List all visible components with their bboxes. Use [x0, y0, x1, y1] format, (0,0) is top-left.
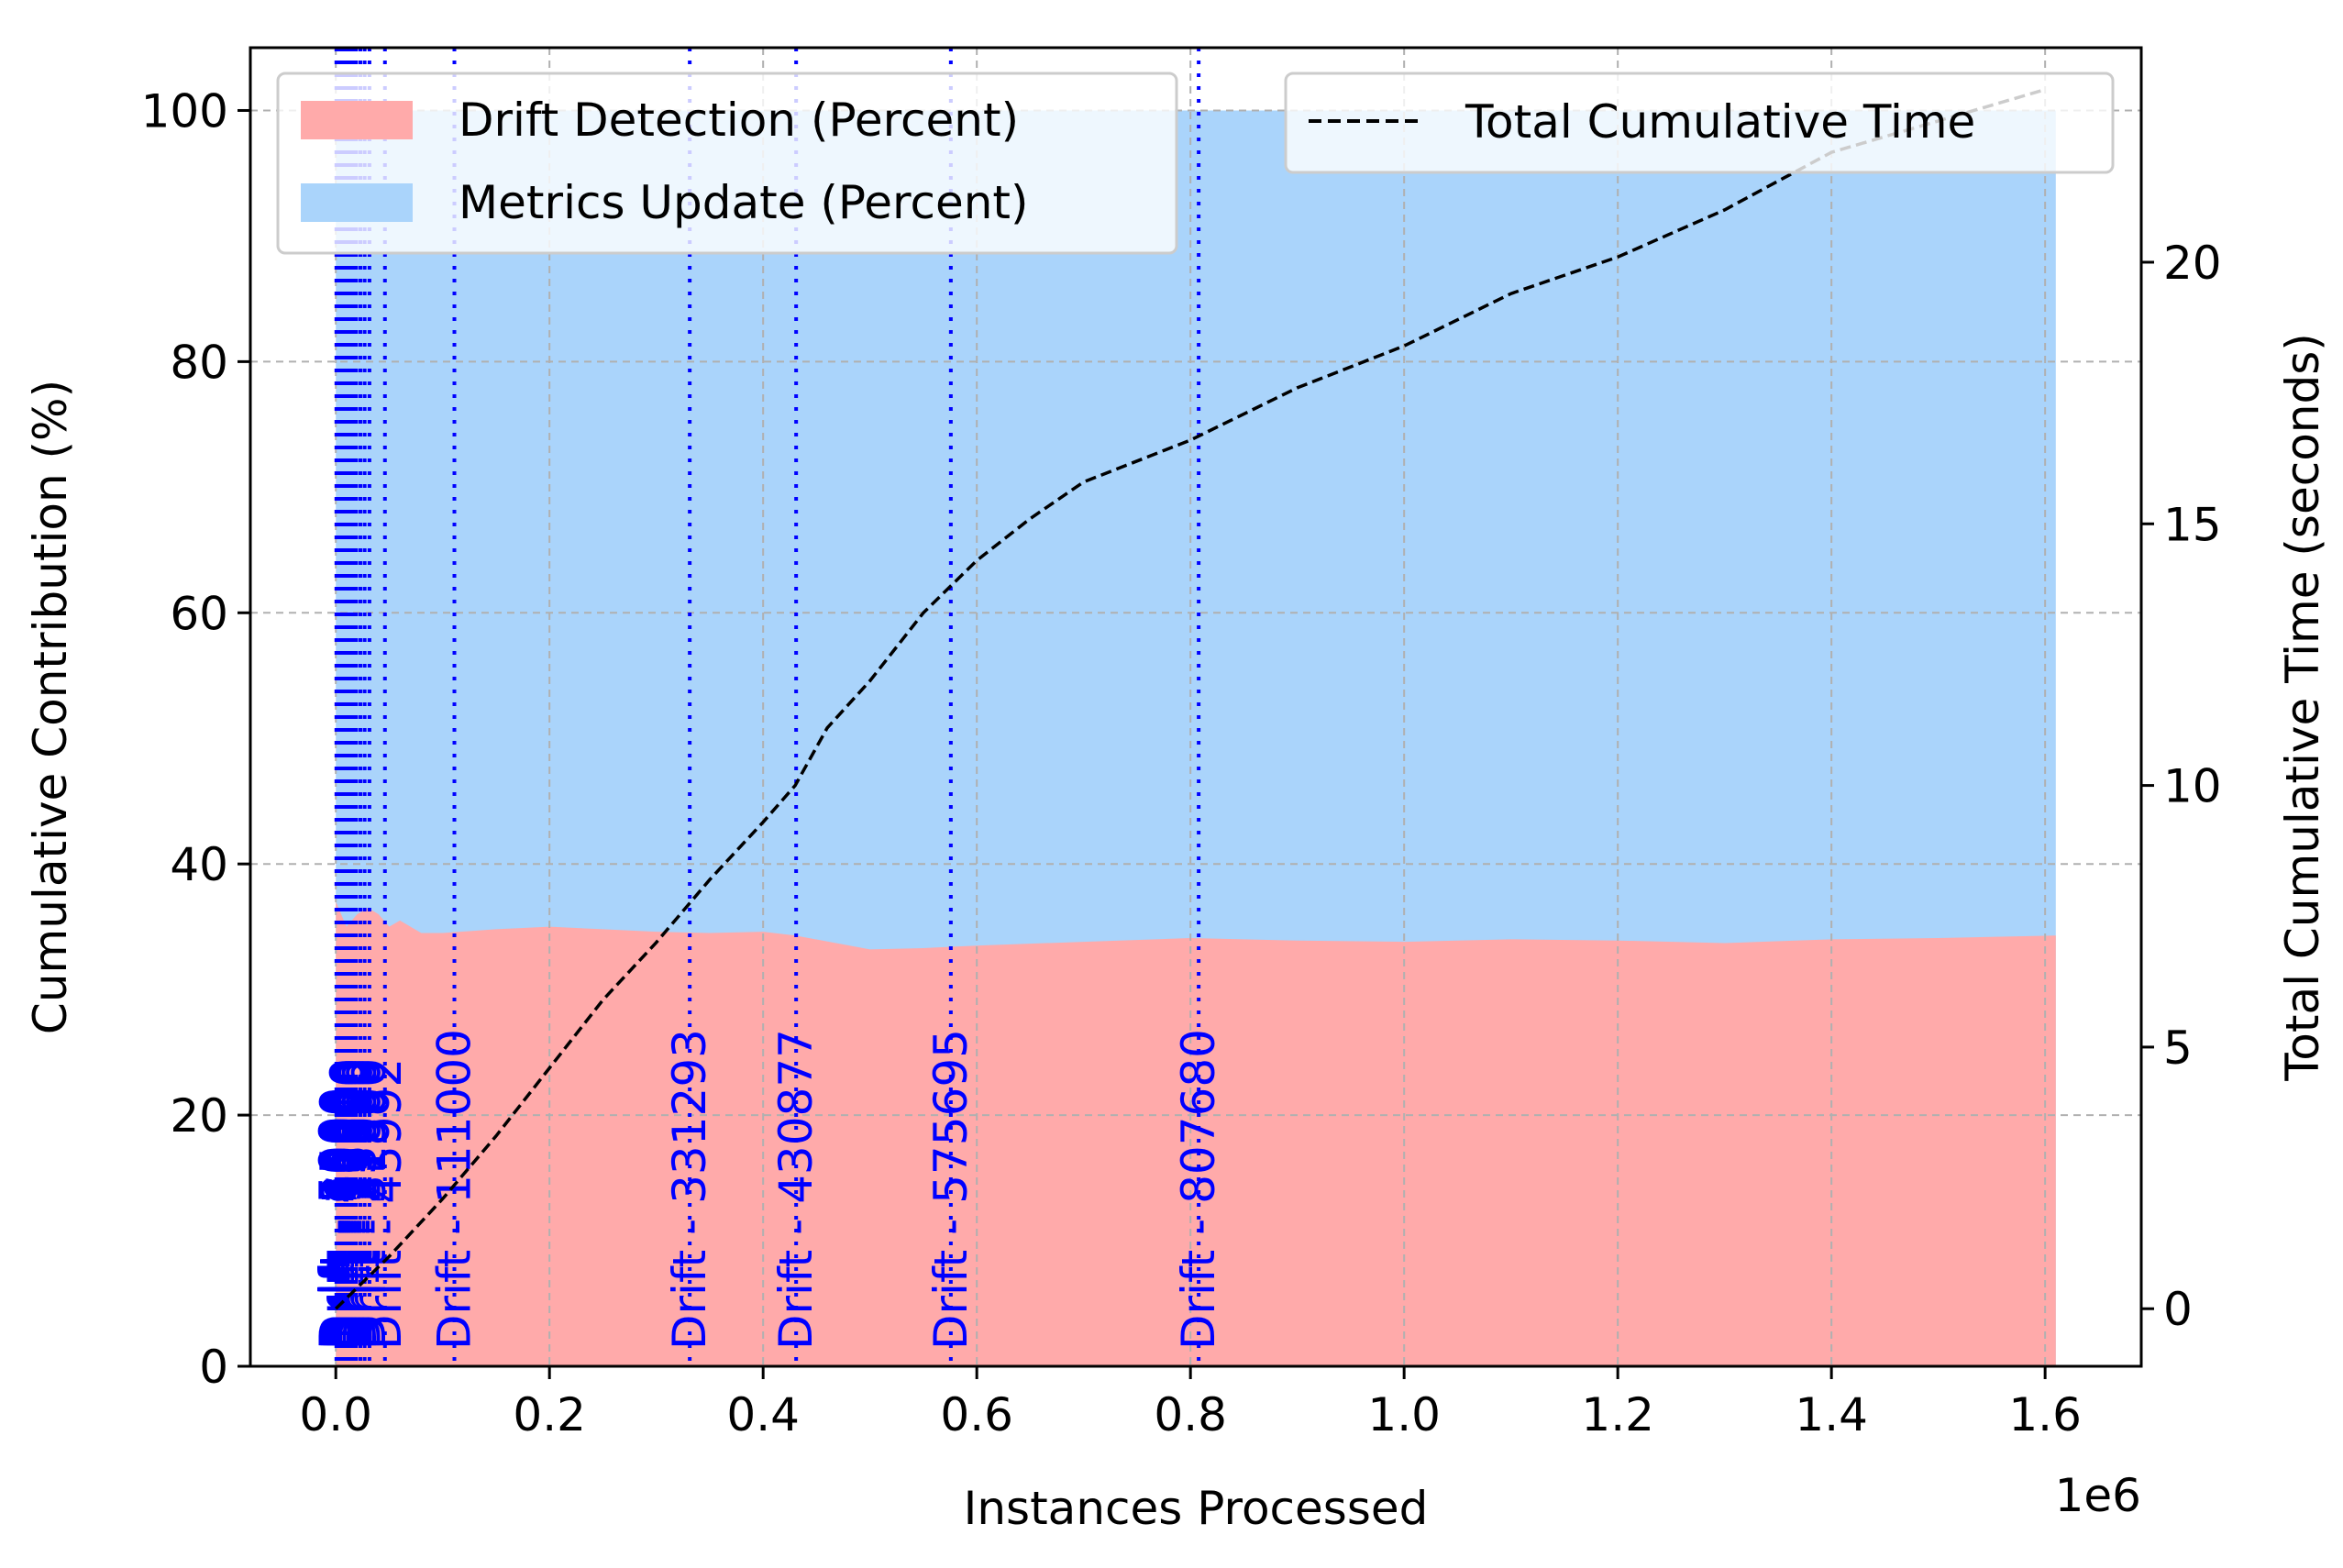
drift-marker-label: Drift - 45992 [359, 1058, 412, 1350]
drift-marker-label: Drift - 27000 [338, 1058, 392, 1350]
x-tick-label: 0.2 [513, 1388, 586, 1441]
drift-marker-label: Drift - 807680 [1172, 1029, 1225, 1350]
x-tick-label: 0.8 [1154, 1388, 1227, 1441]
x-axis-offset-label: 1e6 [2055, 1469, 2141, 1522]
legend-frame [276, 72, 1178, 255]
x-tick-label: 0.0 [299, 1388, 372, 1441]
y-left-tick-label: 20 [170, 1089, 228, 1143]
legend-percent: Drift Detection (Percent) Metrics Update … [276, 72, 1178, 255]
drift-marker-label: Drift - 331293 [663, 1029, 716, 1350]
y-left-tick-label: 60 [170, 587, 228, 640]
legend-swatch-drift [301, 101, 413, 139]
y-right-tick-label: 5 [2163, 1021, 2193, 1075]
legend-frame [1284, 72, 2115, 174]
drift-marker-label: Drift - 31500 [343, 1058, 396, 1350]
y-right-axis-label: Total Cumulative Time (seconds) [2276, 333, 2329, 1082]
drift-detection-area [336, 901, 2056, 1366]
x-axis-label: Instances Processed [964, 1482, 1429, 1535]
drift-marker-label: Drift - 111000 [428, 1029, 481, 1350]
x-tick-label: 1.6 [2008, 1388, 2082, 1441]
legend-label-total-time: Total Cumulative Time [1464, 95, 1975, 149]
legend-label-metrics: Metrics Update (Percent) [459, 176, 1029, 229]
x-tick-label: 0.6 [940, 1388, 1013, 1441]
total-cumulative-time-line [334, 87, 2046, 1310]
y-left-axis-label: Cumulative Contribution (%) [24, 380, 77, 1034]
legend-swatch-metrics [301, 183, 413, 222]
drift-marker-label: Drift - 575695 [924, 1029, 978, 1350]
x-tick-label: 0.4 [726, 1388, 800, 1441]
legend-label-drift: Drift Detection (Percent) [459, 94, 1019, 147]
x-tick-label: 1.0 [1367, 1388, 1441, 1441]
drift-marker-label: Drift - 19000 [329, 1058, 382, 1350]
axes: 0.0 0.2 0.4 0.6 0.8 1.0 1.2 1.4 1.6 0 20 40 60 80 100 0… [24, 46, 2329, 1535]
x-tick-label: 1.4 [1795, 1388, 1868, 1441]
axes-frame [249, 46, 2143, 1368]
y-left-tick-label: 40 [170, 838, 228, 891]
y-left-tick-label: 0 [199, 1341, 228, 1394]
y-right-tick-label: 10 [2163, 760, 2222, 813]
y-right-tick-label: 0 [2163, 1283, 2193, 1336]
legend-time: Total Cumulative Time [1284, 72, 2115, 174]
y-left-tick-label: 80 [170, 336, 228, 389]
legends: Drift Detection (Percent) Metrics Update … [276, 72, 2115, 255]
y-right-tick-label: 15 [2163, 498, 2222, 551]
x-tick-label: 1.2 [1581, 1388, 1654, 1441]
drift-marker-label: Drift - 430877 [769, 1029, 823, 1350]
y-left-tick-label: 100 [141, 84, 228, 138]
y-right-tick-label: 20 [2163, 237, 2222, 290]
